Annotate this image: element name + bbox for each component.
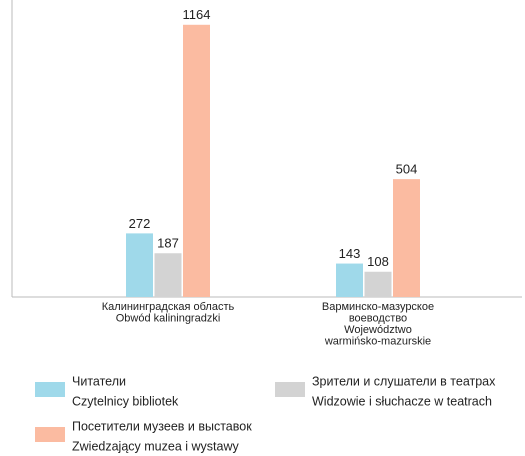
bar [336, 263, 363, 297]
legend-swatch [35, 427, 65, 442]
legend-label: Zwiedzający muzea i wystawy [72, 439, 239, 453]
value-label: 187 [157, 236, 179, 251]
legend-label: Зрители и слушатели в театрах [312, 374, 496, 388]
value-label: 108 [367, 254, 389, 269]
legend-label: Czytelnicy bibliotek [72, 394, 179, 408]
value-label: 272 [129, 216, 151, 231]
bar [364, 271, 392, 297]
value-label: 1164 [183, 7, 211, 22]
value-label: 504 [396, 162, 418, 177]
bar [126, 233, 153, 297]
bar [393, 179, 420, 297]
legend-label: Widzowie i słuchacze w teatrach [312, 394, 492, 408]
value-label: 143 [339, 246, 361, 261]
bar [183, 24, 210, 298]
x-tick-label: Варминско-мазурское [322, 301, 434, 313]
legend-swatch [275, 382, 305, 397]
bar [154, 253, 182, 297]
x-tick-label: Obwód kaliningradzki [116, 312, 221, 324]
legend-label: Читатели [72, 374, 126, 388]
x-tick-label: воеводство [349, 312, 407, 324]
x-tick-label: Województwo [344, 324, 412, 336]
x-tick-label: warmińsko-mazurskie [324, 335, 431, 347]
legend-swatch [35, 382, 65, 397]
x-tick-label: Калининградская область [102, 301, 235, 313]
legend-label: Посетители музеев и выставок [72, 419, 252, 433]
